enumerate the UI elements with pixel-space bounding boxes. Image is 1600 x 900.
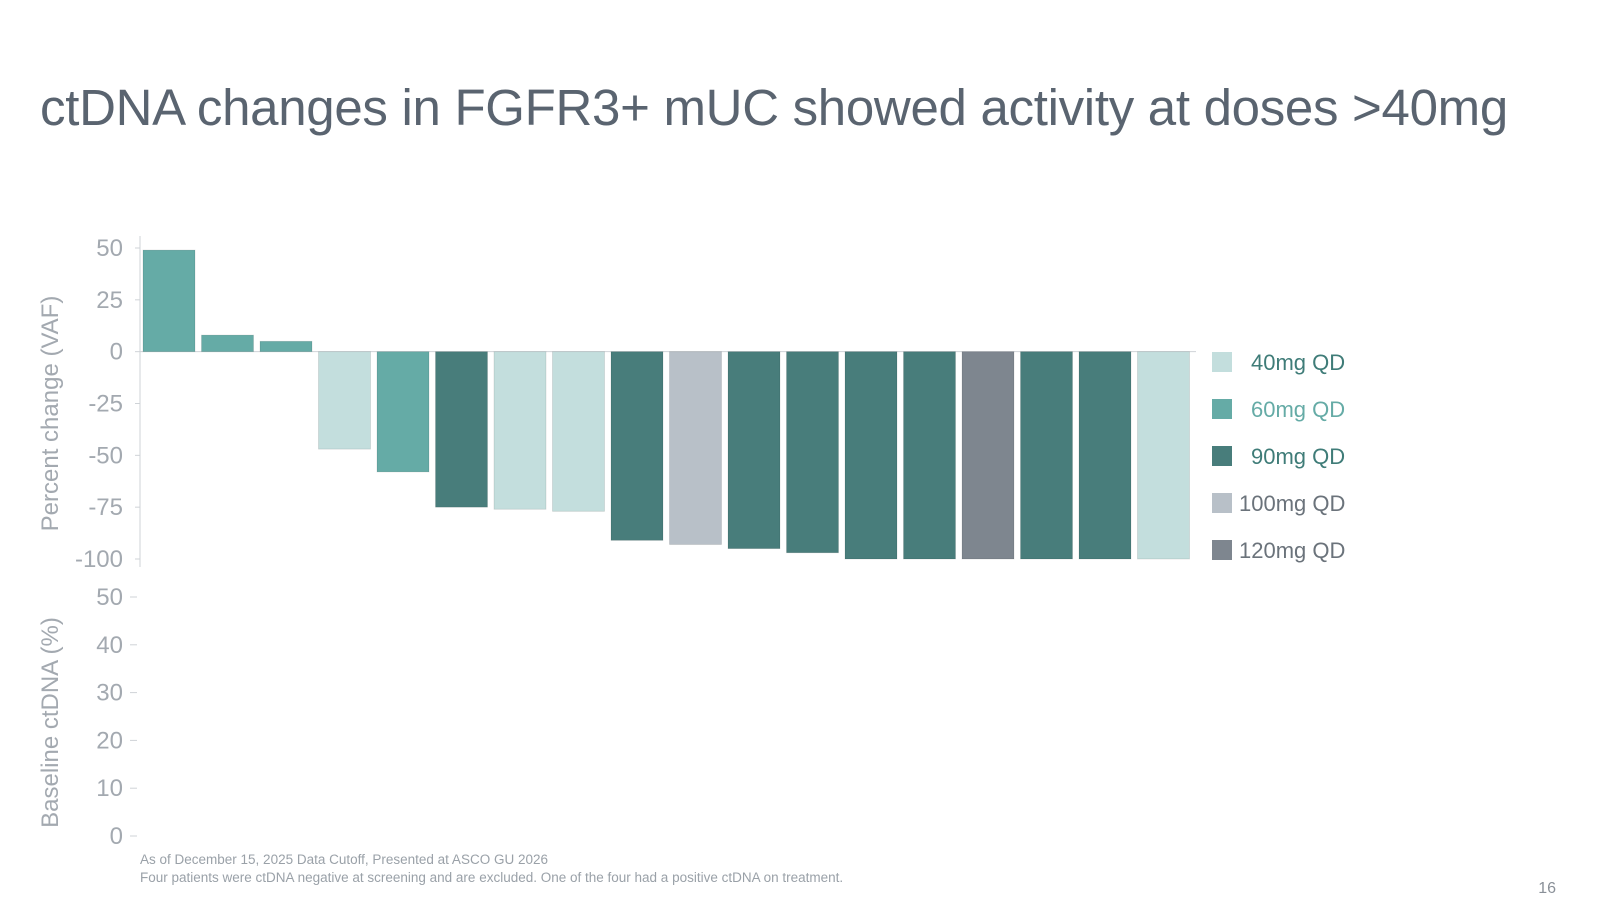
y-tick-label: 25: [96, 287, 123, 314]
y-tick-label: 30: [96, 680, 123, 707]
y-tick-label: -25: [88, 391, 123, 418]
legend-label: 90mg QD: [1251, 444, 1345, 469]
legend-swatch: [1212, 352, 1232, 372]
y-tick-label: -100: [75, 546, 123, 573]
baseline-ctdna-chart: 50 40 30 20 10 0 Baseline ctDNA (%): [37, 584, 137, 850]
legend: 40mg QD 60mg QD 90mg QD 100mg QD 120mg QD: [1212, 350, 1345, 563]
footnote-data-cutoff: As of December 15, 2025 Data Cutoff, Pre…: [140, 852, 548, 867]
y-axis-label: Percent change (VAF): [37, 296, 64, 532]
y-tick-label: 20: [96, 727, 123, 754]
y-tick-label: -75: [88, 494, 123, 521]
y-axis-ticks: 50 25 0 -25 -50 -75 -100: [75, 235, 140, 573]
bars: [142, 249, 1190, 560]
bar-40mg-qd: [1137, 351, 1190, 560]
y-tick-label: 10: [96, 775, 123, 802]
legend-swatch: [1212, 493, 1232, 513]
bar-90mg-qd: [844, 351, 898, 560]
y-tick-label: 40: [96, 632, 123, 659]
bar-90mg-qd: [435, 351, 488, 508]
legend-item-90mg-qd: 90mg QD: [1212, 444, 1345, 469]
bar-40mg-qd: [493, 351, 547, 510]
y-tick-label: 50: [96, 235, 123, 262]
bar-60mg-qd: [376, 351, 430, 473]
y-axis-label: Baseline ctDNA (%): [37, 617, 64, 828]
bar-90mg-qd: [610, 351, 664, 541]
bar-60mg-qd: [259, 340, 313, 353]
legend-label: 100mg QD: [1239, 491, 1345, 516]
legend-label: 40mg QD: [1251, 350, 1345, 375]
bar-90mg-qd: [1020, 351, 1073, 560]
bar-90mg-qd: [786, 351, 839, 554]
bar-100mg-qd: [669, 351, 722, 545]
bar-60mg-qd: [201, 334, 254, 353]
bar-90mg-qd: [727, 351, 781, 550]
legend-swatch: [1212, 399, 1232, 419]
y-tick-label: 0: [110, 339, 123, 366]
legend-swatch: [1212, 446, 1232, 466]
y-tick-label: 0: [110, 823, 123, 850]
page-number: 16: [1538, 880, 1556, 897]
legend-label: 60mg QD: [1251, 397, 1345, 422]
bar-90mg-qd: [903, 351, 956, 560]
y-axis-ticks: 50 40 30 20 10 0: [96, 584, 137, 850]
bar-40mg-qd: [552, 351, 605, 512]
legend-swatch: [1212, 540, 1232, 560]
footnote-exclusions: Four patients were ctDNA negative at scr…: [140, 870, 844, 885]
legend-item-100mg-qd: 100mg QD: [1212, 491, 1345, 516]
legend-item-120mg-qd: 120mg QD: [1212, 538, 1345, 563]
legend-item-60mg-qd: 60mg QD: [1212, 397, 1345, 422]
legend-item-40mg-qd: 40mg QD: [1212, 350, 1345, 375]
bar-90mg-qd: [1078, 351, 1132, 560]
bar-40mg-qd: [318, 351, 371, 450]
slide-title: ctDNA changes in FGFR3+ mUC showed activ…: [40, 79, 1508, 136]
y-tick-label: 50: [96, 584, 123, 611]
legend-label: 120mg QD: [1239, 538, 1345, 563]
y-tick-label: -50: [88, 442, 123, 469]
bar-120mg-qd: [961, 351, 1015, 560]
percent-change-chart: 50 25 0 -25 -50 -75 -100 Percent change (VAF): [37, 235, 1196, 573]
bar-60mg-qd: [142, 249, 196, 353]
